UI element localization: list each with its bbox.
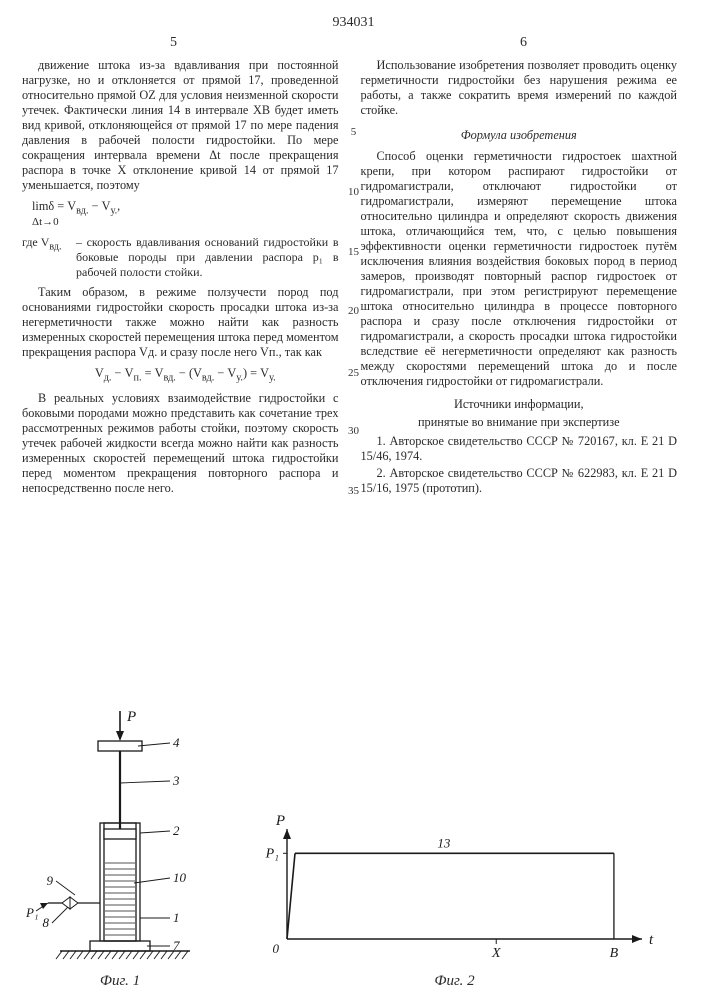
eq-text: − V [214, 366, 236, 380]
line-number: 15 [345, 246, 363, 258]
figure-1-label: Фиг. 1 [20, 973, 220, 990]
svg-text:P₁: P₁ [265, 846, 279, 861]
line-number-gutter: 5 10 15 20 25 30 35 [345, 56, 363, 497]
eq-text: limδ = V [32, 199, 76, 213]
figure-1-svg: P P₁ 2 10 1 7 3 4 9 8 [20, 703, 220, 973]
svg-text:P: P [126, 709, 136, 725]
svg-text:10: 10 [173, 870, 187, 885]
eq-text: ) = V [243, 366, 269, 380]
reference-item: 2. Авторское свидетельство СССР № 622983… [361, 466, 678, 496]
svg-text:13: 13 [437, 835, 451, 850]
eq-limit-cond: Δt→0 [32, 216, 339, 229]
svg-text:P: P [275, 813, 285, 829]
line-number: 5 [345, 126, 363, 138]
svg-text:4: 4 [173, 735, 180, 750]
col-number-right: 6 [520, 35, 527, 51]
sources-title: Источники информации, [361, 397, 678, 412]
where-definition: – скорость вдавливания оснований гидрост… [76, 235, 339, 279]
line-number: 25 [345, 367, 363, 379]
svg-text:1: 1 [173, 910, 180, 925]
svg-text:7: 7 [173, 938, 180, 953]
svg-text:2: 2 [173, 823, 180, 838]
where-label-text: где V [22, 235, 49, 249]
eq-sub: п. [133, 373, 141, 384]
line-number: 20 [345, 305, 363, 317]
line-number: 35 [345, 485, 363, 497]
svg-text:3: 3 [172, 773, 180, 788]
body-paragraph: В реальных условиях взаимодействие гидро… [22, 391, 339, 496]
line-number: 30 [345, 425, 363, 437]
figure-2: t P 0 P₁ 13 X B Фиг. 2 [232, 809, 677, 990]
eq-sub: у. [236, 373, 243, 384]
claim-text: Способ оценки герметичности гидростоек ш… [361, 149, 678, 389]
eq-text: − V [111, 366, 133, 380]
column-left: движение штока из-за вдавливания при пос… [22, 58, 339, 498]
col-number-left: 5 [170, 35, 177, 51]
eq-text: , [117, 199, 120, 213]
eq-sub: вд. [202, 373, 214, 384]
svg-text:P₁: P₁ [25, 905, 38, 920]
svg-text:0: 0 [273, 941, 280, 956]
eq-text: V [95, 366, 104, 380]
svg-text:B: B [610, 946, 619, 961]
where-sub: вд. [49, 242, 61, 253]
column-right: Использование изобретения позволяет пров… [361, 58, 678, 498]
body-paragraph: Использование изобретения позволяет пров… [361, 58, 678, 118]
figures-block: P P₁ 2 10 1 7 3 4 9 8 Фиг. 1 t P 0 P₁ 13 X B Фиг. 2 [20, 703, 677, 990]
equation-diff: Vд. − Vп. = Vвд. − (Vвд. − Vу.) = Vу. [32, 366, 339, 385]
eq-text: − (V [176, 366, 202, 380]
eq-sub: у. [269, 373, 276, 384]
eq-sub: вд. [163, 373, 175, 384]
svg-text:X: X [491, 946, 501, 961]
svg-text:t: t [649, 932, 654, 948]
figure-2-svg: t P 0 P₁ 13 X B [232, 809, 662, 979]
reference-item: 1. Авторское свидетельство СССР № 720167… [361, 434, 678, 464]
figure-1: P P₁ 2 10 1 7 3 4 9 8 Фиг. 1 [20, 703, 220, 990]
eq-text: − V [89, 199, 111, 213]
sources-subtitle: принятые во внимание при экспертизе [361, 415, 678, 430]
patent-number: 934031 [333, 15, 375, 31]
patent-page: 934031 5 6 5101520253035 движение штока … [0, 0, 707, 1000]
figure-2-label: Фиг. 2 [232, 973, 677, 990]
claims-title: Формула изобретения [361, 128, 678, 143]
svg-text:9: 9 [47, 873, 54, 888]
where-clause: где Vвд. – скорость вдавливания основани… [22, 235, 339, 279]
body-paragraph: движение штока из-за вдавливания при пос… [22, 58, 339, 193]
svg-text:8: 8 [43, 915, 50, 930]
line-number: 10 [345, 186, 363, 198]
equation-limit: limδ = Vвд. − Vу., Δt→0 [32, 199, 339, 229]
eq-text: = V [142, 366, 164, 380]
eq-sub: вд. [76, 205, 88, 216]
body-paragraph: Таким образом, в режиме ползучести пород… [22, 285, 339, 360]
